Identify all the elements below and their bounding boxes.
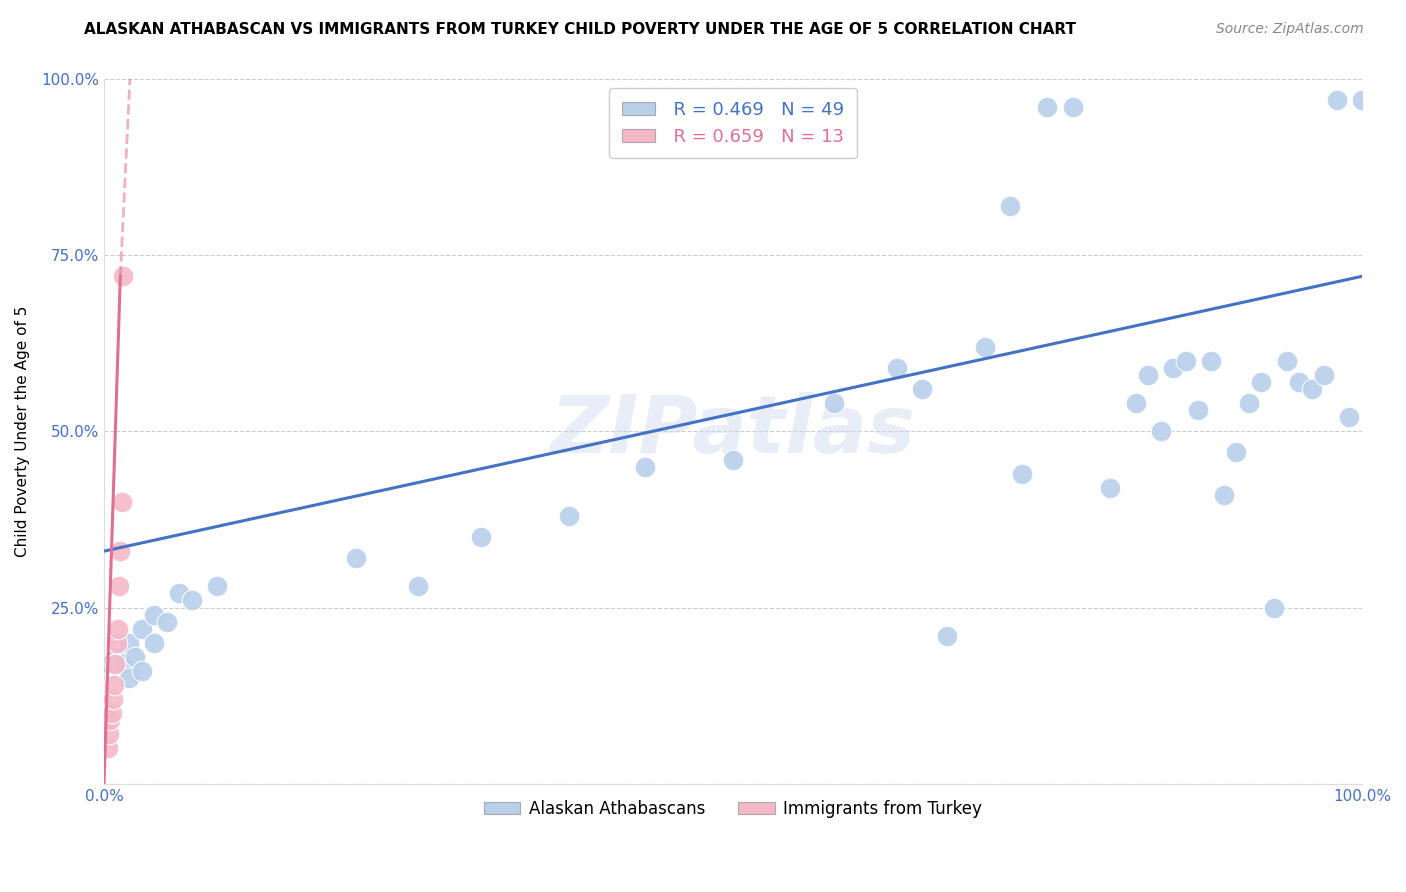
Point bbox=[1326, 93, 1348, 107]
Point bbox=[1199, 354, 1222, 368]
Point bbox=[1288, 375, 1310, 389]
Point bbox=[143, 607, 166, 622]
Point bbox=[886, 360, 908, 375]
Point bbox=[1250, 375, 1272, 389]
Text: ZIPatlas: ZIPatlas bbox=[551, 392, 915, 470]
Point bbox=[205, 579, 228, 593]
Point bbox=[98, 727, 121, 741]
Point bbox=[111, 269, 134, 284]
Point bbox=[169, 586, 191, 600]
Point bbox=[143, 636, 166, 650]
Point bbox=[156, 615, 179, 629]
Point bbox=[1275, 354, 1298, 368]
Point bbox=[1351, 93, 1374, 107]
Point bbox=[104, 657, 127, 671]
Point bbox=[1212, 488, 1234, 502]
Point bbox=[124, 649, 146, 664]
Point bbox=[118, 671, 141, 685]
Point bbox=[131, 664, 153, 678]
Point bbox=[98, 714, 121, 728]
Point bbox=[558, 508, 581, 523]
Point bbox=[823, 396, 845, 410]
Point bbox=[98, 657, 121, 671]
Point bbox=[1187, 403, 1209, 417]
Point bbox=[100, 706, 122, 721]
Point bbox=[998, 199, 1021, 213]
Point bbox=[103, 678, 125, 692]
Point bbox=[408, 579, 430, 593]
Point bbox=[1137, 368, 1160, 382]
Y-axis label: Child Poverty Under the Age of 5: Child Poverty Under the Age of 5 bbox=[15, 306, 30, 557]
Point bbox=[634, 459, 657, 474]
Point bbox=[101, 692, 124, 706]
Text: Source: ZipAtlas.com: Source: ZipAtlas.com bbox=[1216, 22, 1364, 37]
Point bbox=[1301, 382, 1323, 396]
Text: ALASKAN ATHABASCAN VS IMMIGRANTS FROM TURKEY CHILD POVERTY UNDER THE AGE OF 5 CO: ALASKAN ATHABASCAN VS IMMIGRANTS FROM TU… bbox=[84, 22, 1077, 37]
Point bbox=[1161, 360, 1184, 375]
Point bbox=[1099, 481, 1122, 495]
Point bbox=[344, 551, 367, 566]
Point bbox=[110, 495, 132, 509]
Legend: Alaskan Athabascans, Immigrants from Turkey: Alaskan Athabascans, Immigrants from Tur… bbox=[477, 793, 988, 825]
Point bbox=[110, 544, 132, 558]
Point bbox=[97, 741, 120, 756]
Point bbox=[1036, 100, 1059, 114]
Point bbox=[1011, 467, 1033, 481]
Point bbox=[107, 622, 129, 636]
Point bbox=[1263, 600, 1285, 615]
Point bbox=[105, 636, 128, 650]
Point bbox=[721, 452, 744, 467]
Point bbox=[1174, 354, 1197, 368]
Point bbox=[935, 629, 957, 643]
Point bbox=[1339, 410, 1361, 425]
Point bbox=[1150, 425, 1173, 439]
Point bbox=[1062, 100, 1084, 114]
Point bbox=[911, 382, 934, 396]
Point bbox=[1237, 396, 1260, 410]
Point bbox=[973, 340, 995, 354]
Point bbox=[118, 636, 141, 650]
Point bbox=[111, 657, 134, 671]
Point bbox=[1225, 445, 1247, 459]
Point bbox=[470, 530, 492, 544]
Point bbox=[108, 579, 131, 593]
Point bbox=[1313, 368, 1336, 382]
Point bbox=[1125, 396, 1147, 410]
Point bbox=[131, 622, 153, 636]
Point bbox=[181, 593, 204, 607]
Point bbox=[105, 649, 128, 664]
